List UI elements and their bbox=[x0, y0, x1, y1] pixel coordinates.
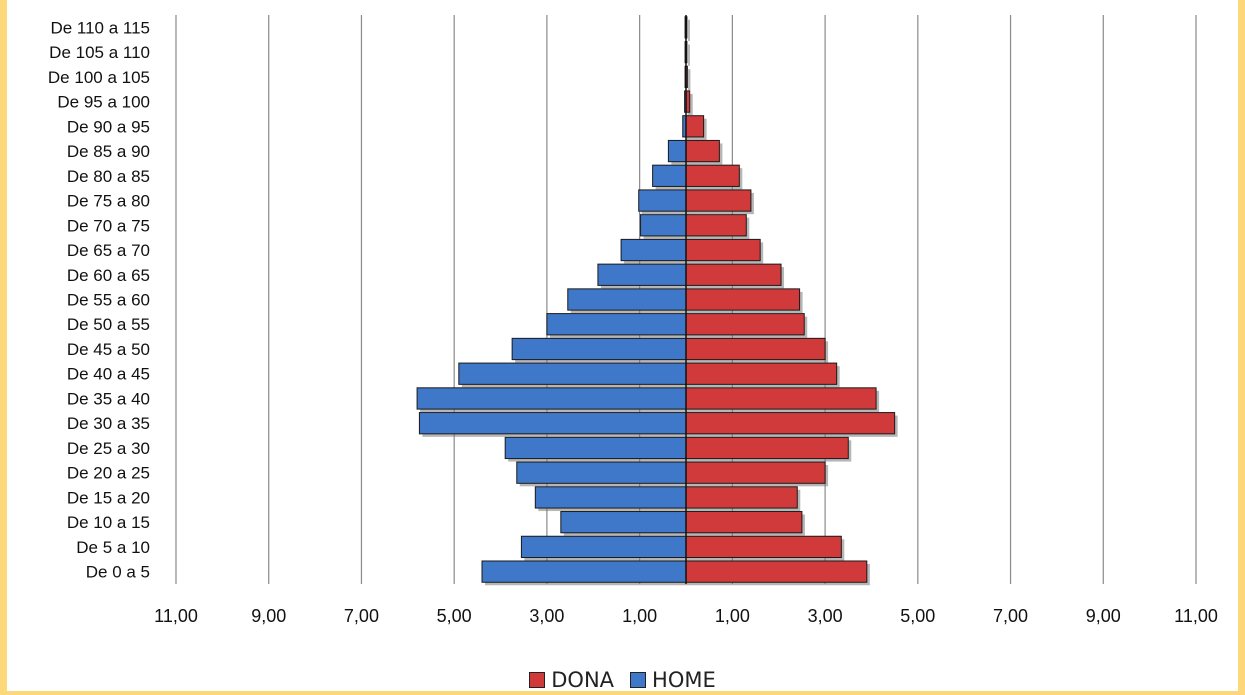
bar-dona-2 bbox=[685, 511, 803, 534]
bar-dona-11 bbox=[685, 288, 801, 311]
y-tick-label-2: De 10 a 15 bbox=[67, 513, 150, 532]
y-tick-label-17: De 85 a 90 bbox=[67, 142, 150, 161]
bar-home-13 bbox=[620, 238, 687, 262]
x-tick-label-2: 7,00 bbox=[344, 606, 379, 626]
bar-dona-5 bbox=[685, 436, 849, 460]
y-tick-labels: De 0 a 5 De 5 a 10 De 10 a 15 De 15 a 20 De … bbox=[48, 18, 150, 581]
y-tick-label-11: De 55 a 60 bbox=[67, 291, 150, 310]
bar-dona-16 bbox=[685, 164, 740, 187]
bar-home-12 bbox=[597, 263, 687, 286]
bar-home-14 bbox=[640, 214, 687, 237]
y-tick-label-20: De 100 a 105 bbox=[48, 68, 150, 87]
bar-shadow-home-20 bbox=[688, 69, 689, 91]
bar-home-4 bbox=[516, 461, 687, 484]
x-tick-labels: 11,00 9,00 7,00 5,00 3,00 1,00 1,00 3,00 5,00 7,0… bbox=[154, 606, 1218, 626]
bar-shadow-dona-22 bbox=[689, 19, 690, 42]
y-tick-label-10: De 50 a 55 bbox=[67, 315, 150, 334]
x-tick-label-1: 9,00 bbox=[251, 606, 286, 626]
legend-swatch-dona bbox=[529, 672, 546, 688]
y-tick-label-15: De 75 a 80 bbox=[67, 192, 150, 211]
x-tick-label-10: 9,00 bbox=[1086, 606, 1121, 626]
bar-shadow-dona-19 bbox=[689, 93, 693, 116]
legend-label-dona: DONA bbox=[551, 668, 615, 692]
bar-home-16 bbox=[652, 164, 687, 187]
y-tick-label-21: De 105 a 110 bbox=[49, 43, 150, 62]
bar-home-7 bbox=[416, 387, 687, 410]
y-tick-label-1: De 5 a 10 bbox=[76, 538, 150, 557]
x-tick-label-6: 1,00 bbox=[715, 606, 750, 626]
x-tick-label-11: 11,00 bbox=[1174, 606, 1218, 626]
y-tick-label-22: De 110 a 115 bbox=[50, 18, 150, 37]
y-tick-label-7: De 35 a 40 bbox=[67, 389, 150, 408]
bar-dona-15 bbox=[685, 189, 752, 212]
x-tick-label-9: 7,00 bbox=[993, 606, 1028, 626]
y-tick-label-12: De 60 a 65 bbox=[67, 266, 150, 285]
bar-dona-1 bbox=[685, 535, 842, 559]
x-tick-label-5: 1,00 bbox=[622, 606, 657, 626]
y-tick-label-13: De 65 a 70 bbox=[67, 241, 150, 260]
legend-swatch-home bbox=[630, 672, 647, 688]
bar-home-3 bbox=[534, 486, 687, 509]
y-tick-label-4: De 20 a 25 bbox=[67, 464, 150, 483]
legend-item-home: HOME bbox=[630, 668, 716, 692]
x-tick-label-0: 11,00 bbox=[154, 606, 198, 626]
bar-home-6 bbox=[418, 412, 687, 435]
x-tick-label-7: 3,00 bbox=[808, 606, 843, 626]
y-tick-label-8: De 40 a 45 bbox=[67, 365, 150, 384]
bar-home-2 bbox=[560, 511, 687, 534]
bar-home-1 bbox=[520, 535, 687, 559]
bar-home-5 bbox=[504, 436, 687, 460]
bar-home-0 bbox=[481, 560, 687, 583]
legend-label-home: HOME bbox=[652, 668, 716, 692]
y-tick-label-19: De 95 a 100 bbox=[57, 93, 150, 112]
bar-dona-8 bbox=[685, 362, 838, 385]
bar-dona-13 bbox=[685, 238, 761, 262]
y-tick-label-9: De 45 a 50 bbox=[67, 340, 150, 359]
bar-home-10 bbox=[546, 313, 687, 336]
bar-home-9 bbox=[511, 337, 687, 361]
bar-dona-0 bbox=[685, 560, 868, 583]
y-tick-label-3: De 15 a 20 bbox=[67, 488, 150, 507]
legend-item-dona: DONA bbox=[529, 668, 614, 692]
x-tick-label-3: 5,00 bbox=[437, 606, 472, 626]
bar-dona-9 bbox=[685, 337, 826, 361]
bar-home-8 bbox=[458, 362, 687, 385]
bar-home-11 bbox=[567, 288, 687, 311]
x-tick-label-8: 5,00 bbox=[900, 606, 935, 626]
bar-shadow-home-21 bbox=[688, 44, 689, 66]
y-tick-label-18: De 90 a 95 bbox=[67, 117, 150, 136]
bar-home-15 bbox=[638, 189, 687, 212]
bars bbox=[416, 16, 898, 586]
y-tick-label-16: De 80 a 85 bbox=[67, 167, 150, 186]
bar-dona-12 bbox=[685, 263, 782, 286]
bar-dona-10 bbox=[685, 313, 805, 336]
y-tick-label-14: De 70 a 75 bbox=[67, 216, 150, 235]
bar-home-17 bbox=[667, 139, 687, 163]
bar-shadow-dona-20 bbox=[689, 69, 691, 91]
x-tick-label-4: 3,00 bbox=[529, 606, 564, 626]
y-tick-label-0: De 0 a 5 bbox=[86, 563, 150, 582]
legend: DONA HOME bbox=[0, 668, 1245, 692]
y-tick-label-5: De 25 a 30 bbox=[67, 439, 150, 458]
bar-dona-14 bbox=[685, 214, 747, 237]
y-tick-label-6: De 30 a 35 bbox=[67, 414, 150, 433]
bar-dona-4 bbox=[685, 461, 826, 484]
bar-shadow-dona-21 bbox=[689, 44, 690, 66]
bar-dona-17 bbox=[685, 139, 720, 163]
bar-dona-6 bbox=[685, 412, 896, 435]
bar-dona-3 bbox=[685, 486, 798, 509]
bar-shadow-home-22 bbox=[688, 19, 689, 42]
bar-dona-18 bbox=[685, 115, 705, 138]
bar-dona-7 bbox=[685, 387, 877, 410]
